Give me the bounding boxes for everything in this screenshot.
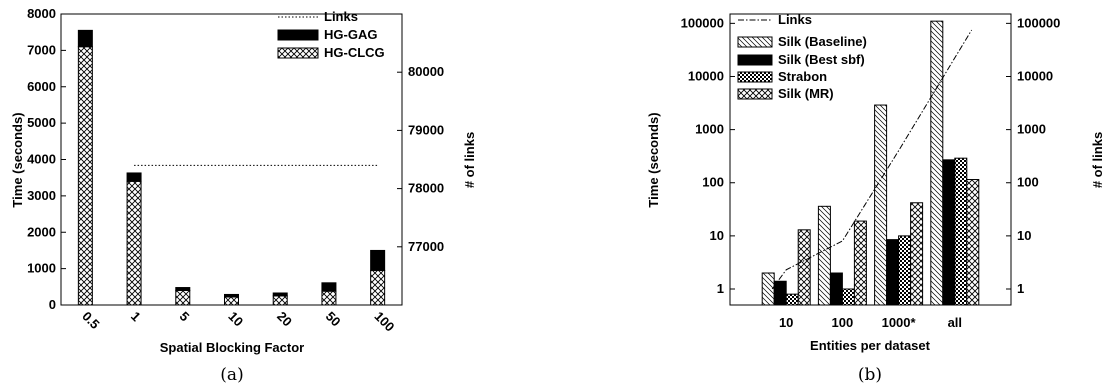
y-tick-label: 100	[702, 175, 724, 190]
bar-hg-gag-10	[225, 294, 239, 297]
legend-strabon-label: Strabon	[778, 69, 827, 84]
y-tick-label: 1	[717, 281, 724, 296]
bar-hg-clcg-100	[371, 270, 385, 305]
x-tick-label: 50	[323, 309, 344, 330]
bar-hg-clcg-50	[322, 291, 336, 305]
chart-a-bars	[78, 30, 384, 305]
legend-hg-gag-label: HG-GAG	[324, 27, 377, 42]
x-tick-label: 20	[274, 309, 295, 330]
legend-hg-clcg-swatch	[278, 48, 318, 58]
y-tick-label: 1000	[695, 122, 724, 137]
y2-tick-label: 1	[1017, 281, 1024, 296]
legend-silk-mr-label: Silk (MR)	[778, 86, 834, 101]
y2-tick-label: 77000	[408, 239, 444, 254]
y-tick-label: 10000	[688, 68, 724, 83]
chart-b-y-axis: 1 10 100 1000 10000 100000	[681, 15, 735, 296]
chart-a-y-label: Time (seconds)	[10, 112, 25, 207]
y2-tick-label: 100	[1017, 175, 1039, 190]
y-tick-label: 8000	[27, 6, 56, 21]
y2-tick-label: 80000	[408, 64, 444, 79]
chart-a-y-axis: 0 1000 2000 3000 4000 5000 6000 7000 8000	[27, 6, 66, 312]
y-tick-label: 100000	[681, 15, 724, 30]
y-tick-label: 7000	[27, 42, 56, 57]
x-tick-label: 10	[225, 309, 246, 330]
chart-b-caption: (b)	[858, 365, 882, 385]
legend-hg-gag-swatch	[278, 30, 318, 40]
bar-hg-clcg-1	[127, 181, 141, 305]
y-tick-label: 0	[49, 297, 56, 312]
x-tick-label: 0.5	[79, 309, 102, 332]
bar-hg-gag-5	[176, 288, 190, 291]
bar-hg-clcg-5	[176, 290, 190, 305]
legend-silk-baseline-swatch	[738, 37, 772, 47]
chart-b-y2-label: # of links	[1090, 132, 1105, 188]
bar-silk-best-sbf-1000	[887, 240, 899, 305]
x-tick-label: 10	[779, 315, 793, 330]
chart-b: 1 10 100 1000 10000 100000 1 10 100 1000 10000 100…	[646, 12, 1105, 385]
x-tick-label: all	[948, 315, 962, 330]
legend-silk-baseline-label: Silk (Baseline)	[778, 34, 867, 49]
bar-hg-gag-100	[371, 250, 385, 270]
legend-links-label: Links	[778, 12, 812, 27]
bar-strabon-100	[842, 289, 854, 305]
x-tick-label: 5	[177, 309, 193, 325]
x-tick-label: 100	[372, 309, 398, 335]
bar-silk-mr-all	[967, 180, 979, 305]
bar-silk-mr-10	[798, 230, 810, 305]
y2-tick-label: 78000	[408, 181, 444, 196]
chart-b-x-label: Entities per dataset	[810, 338, 931, 353]
chart-a-legend: Links HG-GAG HG-CLCG	[278, 9, 385, 60]
y-tick-label: 6000	[27, 79, 56, 94]
y-tick-label: 1000	[27, 261, 56, 276]
y2-tick-label: 1000	[1017, 122, 1046, 137]
chart-a-y2-axis: 77000 78000 79000 80000	[397, 64, 444, 254]
y2-tick-label: 10	[1017, 228, 1031, 243]
chart-a-caption: (a)	[220, 365, 243, 385]
bar-strabon-all	[955, 158, 967, 305]
bar-silk-best-sbf-10	[774, 281, 786, 305]
chart-a-x-label: Spatial Blocking Factor	[160, 340, 304, 355]
chart-b-y2-axis: 1 10 100 1000 10000 100000	[1006, 15, 1060, 296]
bar-hg-gag-1	[127, 173, 141, 181]
x-tick-label: 100	[832, 315, 854, 330]
y-tick-label: 3000	[27, 188, 56, 203]
chart-a-y2-label: # of links	[462, 132, 477, 188]
bar-hg-clcg-0-5	[78, 47, 92, 305]
bar-hg-clcg-20	[273, 296, 287, 305]
bar-silk-baseline-1000	[875, 105, 887, 305]
bar-silk-best-sbf-all	[943, 160, 955, 305]
legend-links-label: Links	[324, 9, 358, 24]
legend-silk-best-label: Silk (Best sbf)	[778, 52, 865, 67]
bar-strabon-1000	[899, 236, 911, 305]
bar-strabon-10	[786, 294, 798, 305]
y2-tick-label: 10000	[1017, 68, 1053, 83]
chart-b-y-label: Time (seconds)	[646, 112, 661, 207]
y-tick-label: 4000	[27, 152, 56, 167]
bar-hg-gag-0-5	[78, 30, 92, 46]
x-tick-label: 1000*	[882, 315, 917, 330]
y2-tick-label: 79000	[408, 122, 444, 137]
chart-b-legend: Links Silk (Baseline) Silk (Best sbf) St…	[738, 12, 867, 101]
y-tick-label: 2000	[27, 224, 56, 239]
bar-hg-gag-50	[322, 283, 336, 291]
y-tick-label: 5000	[27, 115, 56, 130]
bar-silk-mr-1000	[911, 203, 923, 305]
bar-silk-mr-100	[854, 221, 866, 305]
bar-silk-baseline-100	[818, 206, 830, 305]
bar-silk-baseline-all	[931, 21, 943, 305]
y2-tick-label: 100000	[1017, 15, 1060, 30]
legend-silk-best-swatch	[738, 55, 772, 65]
bar-hg-clcg-10	[225, 297, 239, 305]
legend-hg-clcg-label: HG-CLCG	[324, 45, 385, 60]
y-tick-label: 10	[710, 228, 724, 243]
legend-silk-mr-swatch	[738, 89, 772, 99]
legend-strabon-swatch	[738, 72, 772, 82]
bar-hg-gag-20	[273, 293, 287, 296]
bar-silk-best-sbf-100	[830, 273, 842, 305]
x-tick-label: 1	[128, 309, 144, 325]
